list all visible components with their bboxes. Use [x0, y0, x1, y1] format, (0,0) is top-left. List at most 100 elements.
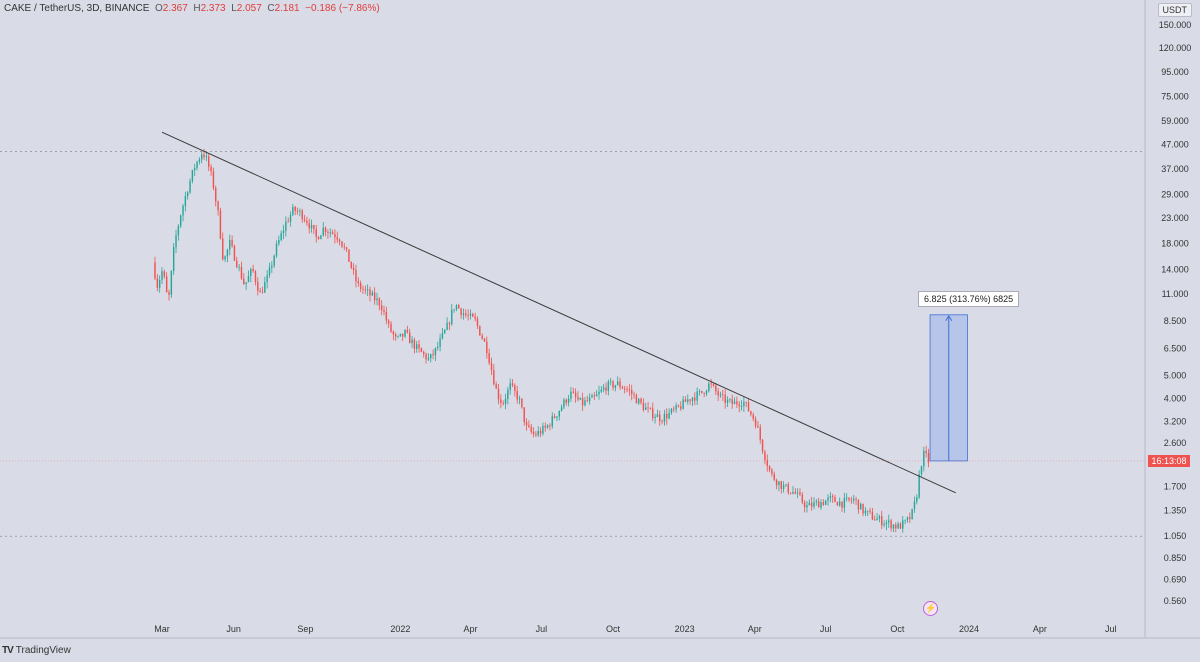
y-tick-label: 3.200 — [1164, 416, 1187, 426]
candle-body — [841, 501, 843, 508]
candle-body — [754, 418, 757, 427]
candle-body — [479, 325, 481, 336]
candle-body — [771, 469, 773, 475]
x-tick-label: Oct — [606, 624, 621, 634]
candle-body — [885, 522, 888, 524]
candle-body — [299, 210, 301, 212]
candle-body — [327, 232, 329, 233]
candle-body — [236, 260, 238, 267]
candle-body — [675, 405, 677, 410]
candle-body — [778, 481, 780, 486]
candle-body — [177, 226, 180, 236]
candle-body — [467, 315, 469, 317]
candle-body — [654, 417, 656, 419]
candle-body — [553, 416, 556, 418]
candle-body — [233, 246, 236, 261]
candle-body — [687, 399, 689, 403]
candle-body — [336, 237, 338, 240]
candle-body — [161, 271, 163, 281]
candle-body — [497, 388, 500, 400]
candle-body — [782, 485, 785, 489]
candle-body — [294, 206, 296, 211]
candle-body — [205, 156, 208, 158]
candle-body — [736, 401, 738, 405]
candle-body — [626, 389, 628, 391]
candle-body — [231, 239, 233, 247]
candle-body — [441, 333, 444, 339]
candle-body — [320, 235, 322, 240]
candle-body — [343, 246, 346, 248]
candle-body — [268, 267, 271, 276]
candle-body — [451, 309, 453, 325]
candle-body — [558, 410, 560, 417]
y-tick-label: 37.000 — [1161, 164, 1189, 174]
candle-body — [579, 397, 582, 400]
candle-body — [845, 497, 848, 499]
candle-body — [278, 240, 280, 244]
candle-body — [345, 247, 348, 250]
x-tick-label: Apr — [748, 624, 762, 634]
candle-body — [740, 406, 743, 407]
x-tick-label: Jul — [820, 624, 832, 634]
candle-body — [862, 503, 864, 514]
candle-body — [322, 227, 324, 236]
candle-body — [247, 276, 250, 283]
candle-body — [271, 265, 273, 268]
candle-body — [324, 227, 327, 233]
candle-body — [359, 283, 362, 290]
candle-body — [668, 412, 670, 419]
candle-body — [867, 510, 869, 512]
candle-body — [780, 481, 782, 489]
candle-body — [605, 387, 607, 391]
currency-selector[interactable]: USDT — [1157, 3, 1192, 17]
x-tick-label: Jul — [536, 624, 548, 634]
candle-body — [280, 232, 282, 241]
y-tick-label: 47.000 — [1161, 140, 1189, 150]
candle-body — [810, 502, 813, 507]
candle-body — [222, 238, 224, 260]
candle-body — [808, 502, 811, 506]
candle-body — [570, 391, 572, 399]
lightning-icon[interactable]: ⚡ — [923, 601, 939, 616]
candle-body — [874, 519, 876, 521]
candle-body — [378, 298, 381, 306]
candle-body — [250, 268, 252, 277]
candle-body — [595, 394, 598, 397]
candle-body — [546, 425, 549, 428]
candle-body — [703, 392, 705, 394]
candle-body — [172, 247, 175, 271]
candle-body — [401, 333, 404, 337]
y-tick-label: 8.500 — [1164, 316, 1187, 326]
candle-body — [432, 354, 434, 356]
candle-body — [357, 281, 360, 284]
candle-body — [581, 397, 584, 406]
candle-body — [563, 399, 565, 408]
candle-body — [572, 391, 575, 393]
candle-body — [303, 219, 306, 221]
candle-body — [834, 497, 836, 503]
candle-body — [806, 505, 808, 508]
x-tick-label: Jun — [226, 624, 241, 634]
candle-body — [329, 232, 331, 234]
candle-body — [301, 210, 303, 220]
candle-body — [156, 278, 159, 288]
candle-body — [446, 322, 448, 330]
candle-body — [701, 390, 703, 393]
candle-body — [521, 398, 523, 408]
change-value: −0.186 (−7.86%) — [305, 3, 380, 14]
candle-body — [170, 270, 173, 295]
candle-body — [820, 502, 822, 508]
x-tick-label: 2022 — [390, 624, 410, 634]
candle-body — [902, 520, 904, 529]
candle-body — [619, 381, 621, 388]
candle-body — [212, 171, 215, 189]
candle-body — [691, 397, 694, 401]
candle-body — [292, 206, 294, 215]
candle-body — [189, 181, 191, 193]
candle-body — [539, 430, 542, 434]
candle-body — [341, 241, 343, 247]
candle-body — [215, 188, 217, 202]
candle-body — [623, 388, 626, 390]
candle-body — [364, 289, 367, 291]
